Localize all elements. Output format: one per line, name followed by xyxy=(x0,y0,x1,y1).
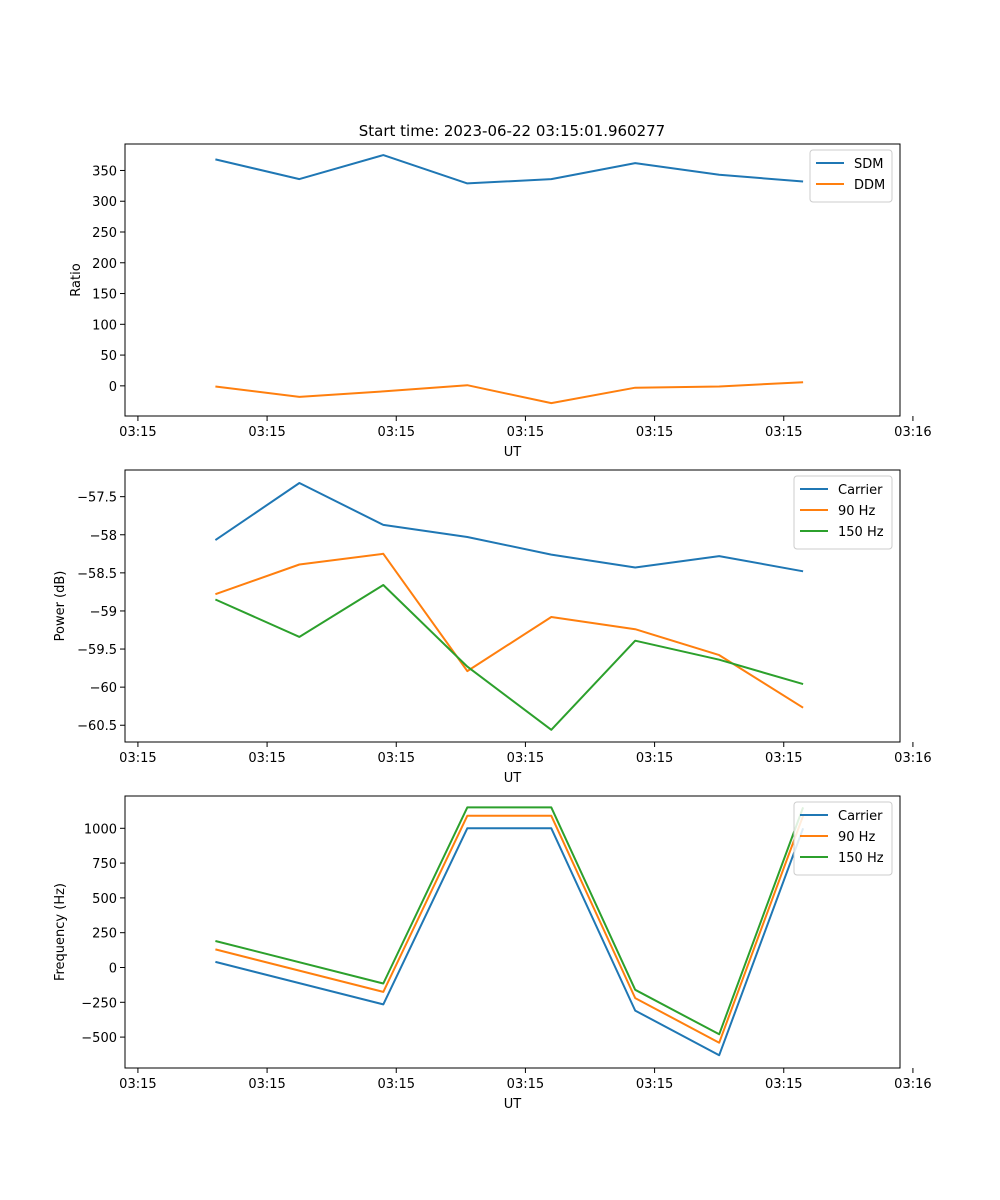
x-tick-label: 03:15 xyxy=(507,425,544,440)
y-tick-label: 200 xyxy=(92,257,117,272)
x-tick-label: 03:15 xyxy=(248,1077,285,1092)
legend-label: Carrier xyxy=(838,809,883,824)
y-tick-label: 300 xyxy=(92,195,117,210)
y-tick-label: 500 xyxy=(92,892,117,907)
y-tick-label: −58 xyxy=(90,529,117,544)
x-tick-label: 03:15 xyxy=(765,425,802,440)
x-tick-label: 03:15 xyxy=(765,751,802,766)
series-line-90-hz xyxy=(215,552,804,709)
x-tick-label: 03:15 xyxy=(507,1077,544,1092)
y-tick-label: 1000 xyxy=(84,822,117,837)
legend-label: 150 Hz xyxy=(838,525,884,540)
x-tick-label: 03:15 xyxy=(119,1077,156,1092)
axes-frame xyxy=(124,469,901,743)
x-axis-label: UT xyxy=(504,771,522,786)
y-tick-label: 250 xyxy=(92,927,117,942)
x-tick-label: 03:15 xyxy=(765,1077,802,1092)
x-tick-label: 03:15 xyxy=(119,425,156,440)
legend: Carrier 90 Hz 150 Hz xyxy=(793,475,893,550)
chart-panel-2: 03:15 03:15 03:15 03:15 03:15 03:15 03:16 −57.5… xyxy=(53,469,932,786)
series-line-150-hz xyxy=(215,806,805,1036)
axes-frame xyxy=(124,143,901,417)
y-tick-label: 250 xyxy=(92,226,117,241)
y-axis-label: Ratio xyxy=(69,263,84,296)
x-tick-label: 03:15 xyxy=(248,751,285,766)
y-tick-label: −250 xyxy=(81,996,117,1011)
y-tick-label: 750 xyxy=(92,857,117,872)
series-line-carrier xyxy=(214,482,804,573)
x-tick-label: 03:15 xyxy=(636,751,673,766)
x-tick-label: 03:16 xyxy=(894,425,931,440)
x-axis-label: UT xyxy=(504,445,522,460)
axes-frame xyxy=(124,795,901,1069)
y-tick-label: 100 xyxy=(92,318,117,333)
legend-label: Carrier xyxy=(838,483,883,498)
chart-panel-1: 03:15 03:15 03:15 03:15 03:15 03:15 03:16 0 50 10… xyxy=(69,143,932,460)
x-tick-label: 03:15 xyxy=(378,751,415,766)
figure-title: Start time: 2023-06-22 03:15:01.960277 xyxy=(359,122,665,140)
legend-label: 150 Hz xyxy=(838,851,884,866)
x-tick-label: 03:15 xyxy=(248,425,285,440)
legend: SDM DDM xyxy=(809,149,893,203)
y-tick-label: −500 xyxy=(81,1031,117,1046)
y-axis-label: Power (dB) xyxy=(53,571,68,642)
series-line-ddm xyxy=(215,381,804,405)
y-tick-label: 150 xyxy=(92,288,117,303)
y-tick-label: −60 xyxy=(90,681,117,696)
legend-label: 90 Hz xyxy=(838,504,875,519)
series-line-carrier xyxy=(215,827,805,1057)
y-tick-label: 50 xyxy=(100,349,117,364)
y-tick-label: −57.5 xyxy=(77,491,117,506)
legend: Carrier 90 Hz 150 Hz xyxy=(793,801,893,876)
x-tick-label: 03:15 xyxy=(636,425,673,440)
y-tick-label: 350 xyxy=(92,164,117,179)
chart-panel-3: 03:15 03:15 03:15 03:15 03:15 03:15 03:16 1000 7… xyxy=(53,795,932,1112)
x-axis-label: UT xyxy=(504,1097,522,1112)
y-tick-label: −59 xyxy=(90,605,117,620)
y-tick-label: −59.5 xyxy=(77,643,117,658)
x-tick-label: 03:15 xyxy=(636,1077,673,1092)
x-tick-label: 03:15 xyxy=(507,751,544,766)
series-line-150-hz xyxy=(214,584,804,731)
y-tick-label: 0 xyxy=(109,380,117,395)
x-tick-label: 03:16 xyxy=(894,751,931,766)
x-tick-label: 03:15 xyxy=(378,425,415,440)
y-axis-label: Frequency (Hz) xyxy=(53,883,68,981)
series-line-sdm xyxy=(215,154,804,185)
legend-label: DDM xyxy=(854,178,885,193)
legend-label: 90 Hz xyxy=(838,830,875,845)
y-tick-label: 0 xyxy=(109,961,117,976)
x-tick-label: 03:16 xyxy=(894,1077,931,1092)
x-tick-label: 03:15 xyxy=(378,1077,415,1092)
legend-label: SDM xyxy=(854,157,883,172)
series-line-90-hz xyxy=(215,814,805,1044)
y-tick-label: −58.5 xyxy=(77,567,117,582)
y-tick-label: −60.5 xyxy=(77,719,117,734)
x-tick-label: 03:15 xyxy=(119,751,156,766)
